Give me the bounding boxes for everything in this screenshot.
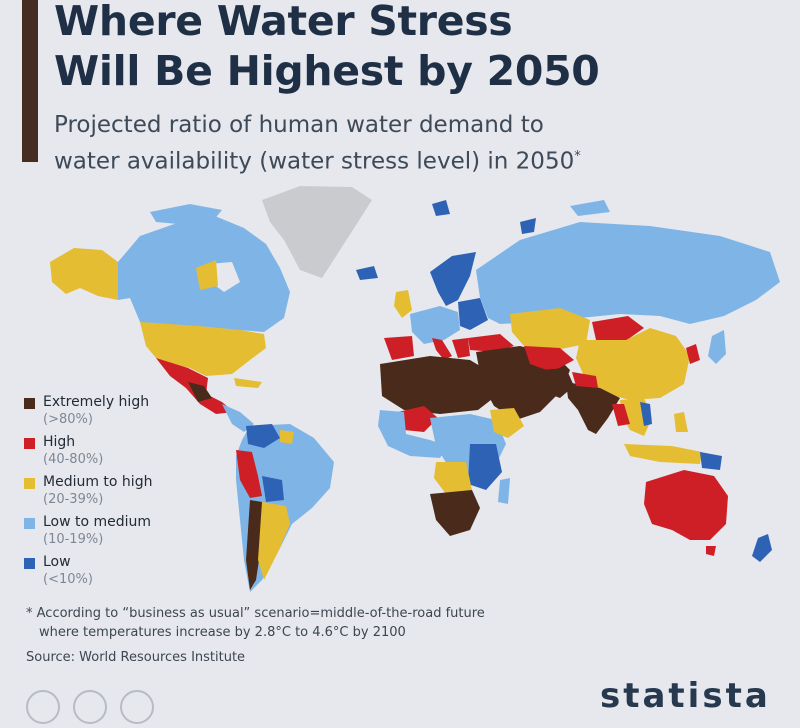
map-scandinavia	[430, 252, 476, 306]
legend-range: (10-19%)	[43, 532, 104, 547]
map-japan	[708, 330, 726, 364]
title-line-1: Where Water Stress	[54, 0, 513, 45]
map-novaya-zemlya	[520, 218, 536, 234]
legend-swatch-low	[24, 558, 35, 569]
title-line-2: Will Be Highest by 2050	[54, 47, 600, 95]
map-turkey	[468, 334, 514, 352]
map-central-america	[222, 404, 254, 432]
map-cuba	[234, 378, 262, 388]
map-australia	[644, 470, 728, 540]
legend-range: (40-80%)	[43, 452, 104, 467]
map-central-asia-south	[524, 346, 574, 372]
map-russia	[476, 222, 780, 324]
map-pakistan-afghanistan	[540, 368, 574, 398]
map-kazakhstan	[510, 308, 590, 350]
map-canada-north-yellow	[196, 260, 218, 290]
legend-label: High	[43, 434, 76, 450]
map-horn-of-africa	[490, 408, 524, 438]
map-angola	[434, 462, 472, 494]
subtitle-line-1: Projected ratio of human water demand to	[54, 112, 544, 138]
map-new-zealand	[752, 534, 772, 562]
subtitle: Projected ratio of human water demand to…	[54, 110, 654, 178]
share-button-3[interactable]	[120, 690, 155, 724]
map-mongolia	[592, 316, 644, 342]
page-title: Where Water Stress Will Be Highest by 20…	[54, 0, 600, 96]
footnote-line-2: where temperatures increase by 2.8°C to …	[39, 625, 406, 640]
legend-label: Extremely high	[43, 394, 150, 410]
legend-swatch-high	[24, 438, 35, 449]
subtitle-footnote-mark: *	[574, 149, 581, 164]
map-greece-balkans	[452, 338, 470, 358]
map-iceland	[356, 266, 378, 280]
map-alaska	[50, 248, 118, 300]
map-philippines	[674, 412, 688, 432]
map-mexico-core	[188, 382, 212, 402]
map-guyana	[280, 430, 294, 444]
world-map	[50, 186, 780, 592]
map-china	[576, 328, 690, 400]
brand-logo: statista	[600, 676, 771, 716]
map-west-africa	[378, 410, 448, 458]
footnote: * According to “business as usual” scena…	[26, 604, 485, 642]
map-west-africa-sahel	[398, 406, 438, 432]
map-bolivia	[262, 476, 284, 502]
map-western-europe	[410, 306, 460, 344]
accent-bar	[22, 0, 38, 162]
legend-label: Low to medium	[43, 514, 152, 530]
legend-swatch-medium-to-high	[24, 478, 35, 489]
legend-range: (>80%)	[43, 412, 93, 427]
map-southern-africa	[430, 490, 480, 536]
map-svalbard	[432, 200, 450, 216]
map-himalaya	[572, 372, 598, 388]
map-iberia	[384, 336, 414, 360]
share-button-1[interactable]	[26, 690, 60, 724]
map-myanmar-thailand	[612, 404, 630, 426]
footnote-line-1: * According to “business as usual” scena…	[26, 606, 485, 621]
share-button-2[interactable]	[73, 690, 108, 724]
map-vietnam	[640, 402, 652, 426]
map-greenland	[262, 186, 372, 278]
legend-label: Medium to high	[43, 474, 153, 490]
legend-swatch-extremely-high	[24, 398, 35, 409]
map-north-africa	[380, 356, 496, 414]
map-italy	[432, 338, 452, 360]
subtitle-line-2: water availability (water stress level) …	[54, 148, 575, 175]
map-colombia-venezuela	[246, 424, 280, 448]
map-canada-islands	[150, 204, 222, 224]
map-usa	[140, 322, 266, 376]
share-buttons	[26, 690, 162, 728]
map-peru	[236, 450, 262, 498]
map-east-africa	[468, 444, 502, 490]
map-new-guinea	[700, 452, 722, 470]
source-note: Source: World Resources Institute	[26, 650, 246, 665]
map-tasmania	[706, 546, 716, 556]
legend-range: (<10%)	[43, 572, 93, 587]
map-uk	[394, 290, 412, 318]
map-russia-north-islands	[570, 200, 610, 216]
map-madagascar	[498, 478, 510, 504]
map-india	[566, 382, 620, 434]
map-argentina	[258, 502, 290, 580]
legend-label: Low	[43, 554, 71, 570]
map-chile	[246, 500, 262, 590]
legend-range: (20-39%)	[43, 492, 104, 507]
legend-swatch-low-to-medium	[24, 518, 35, 529]
map-eastern-europe	[458, 298, 488, 330]
map-indonesia	[624, 444, 702, 464]
map-korea-japan	[686, 344, 700, 364]
